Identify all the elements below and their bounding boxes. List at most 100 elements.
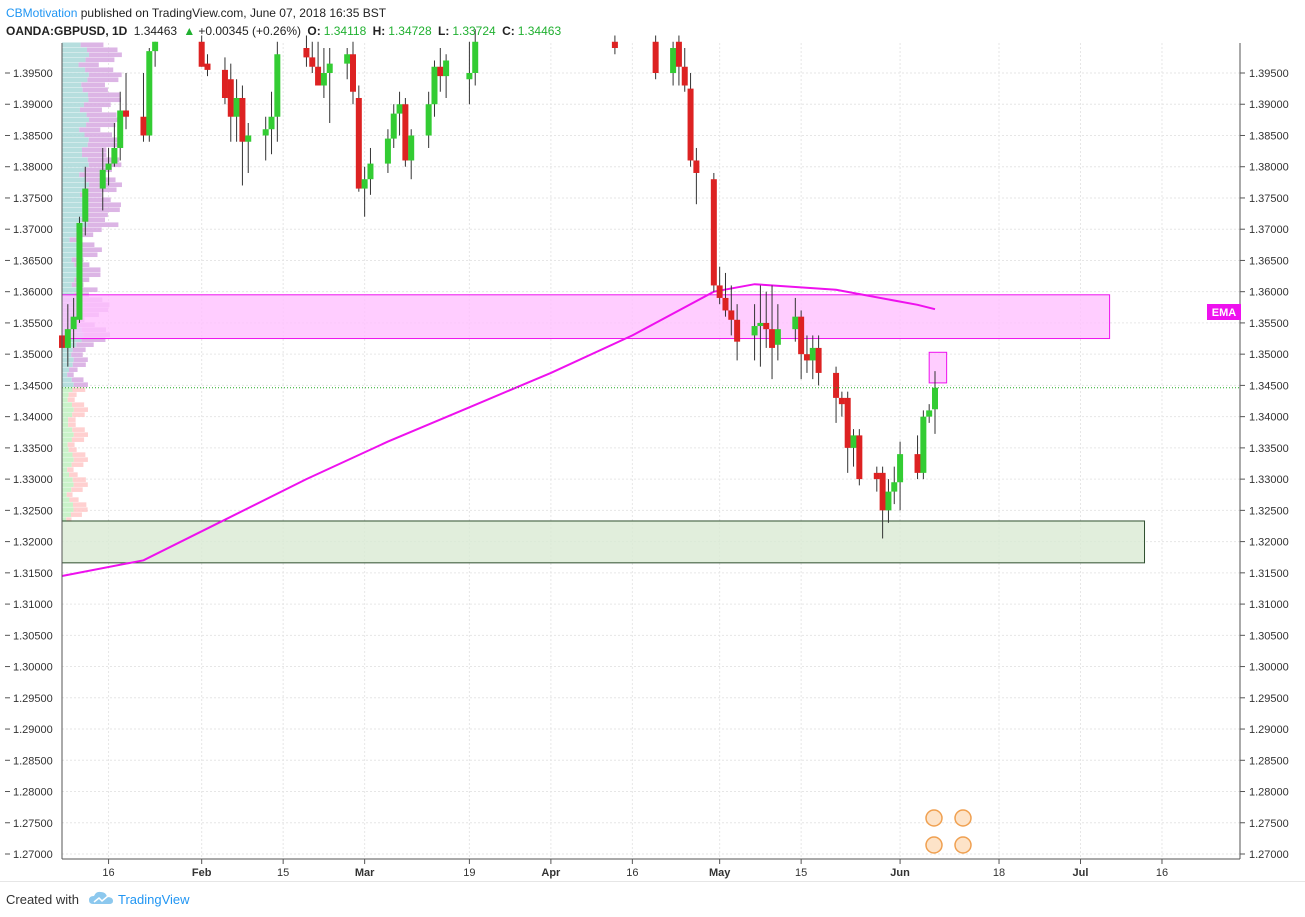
candle-body (105, 163, 112, 170)
y-tick-label-left: 1.36000 (13, 287, 53, 299)
candle-down (198, 35, 205, 67)
profile-bar (69, 497, 79, 502)
profile-bar (72, 362, 86, 367)
candle-up (396, 91, 403, 136)
profile-bar (62, 132, 85, 138)
candle-body (146, 51, 153, 136)
candle-up (76, 216, 83, 323)
candle-body (897, 454, 904, 483)
profile-bar (77, 287, 98, 293)
candle-body (274, 54, 281, 117)
candle-body (466, 73, 473, 80)
y-tick-label-left: 1.37500 (13, 193, 53, 205)
x-tick-label: Apr (541, 867, 561, 879)
tradingview-brand[interactable]: TradingView (118, 892, 190, 907)
candle-up (408, 129, 415, 180)
profile-bar (84, 132, 112, 138)
y-tick-label-right: 1.33000 (1249, 474, 1289, 486)
profile-bar (62, 167, 85, 173)
profile-bar (62, 392, 69, 397)
profile-bar (62, 437, 72, 442)
y-tick-label-right: 1.37000 (1249, 224, 1289, 236)
candle-body (687, 88, 694, 161)
candle-down (140, 73, 147, 142)
close-value: 1.34463 (517, 24, 562, 38)
y-tick-label-right: 1.33500 (1249, 443, 1289, 455)
candle-down (675, 35, 682, 86)
profile-bar (78, 62, 99, 68)
candle-body (245, 135, 252, 142)
ema-badge: EMA (1207, 304, 1241, 320)
author-link[interactable]: CBMotivation (6, 6, 78, 20)
event-flag-icon (954, 809, 972, 827)
y-tick-label-left: 1.33500 (13, 443, 53, 455)
candle-body (722, 297, 729, 311)
profile-bar (81, 147, 107, 153)
candle-up (792, 297, 799, 342)
time-axis[interactable]: 16 Feb 15 Mar 19 Apr 16 May 15 Jun 18 Jul 16 (62, 858, 1240, 879)
profile-bar (83, 197, 111, 203)
profile-bar (62, 347, 73, 352)
x-tick-label: 15 (795, 867, 807, 879)
profile-bar (82, 212, 108, 218)
resistance-zone (61, 294, 1111, 340)
profile-bar (62, 117, 89, 123)
price-chart[interactable]: 1.39500 1.39500 1.39000 1.39000 1.38500 1.385… (0, 0, 1305, 882)
candle-body (926, 410, 933, 417)
profile-bar (62, 92, 89, 98)
chart-header: CBMotivation published on TradingView.co… (6, 4, 564, 40)
profile-bar (86, 122, 116, 128)
y-tick-label-right: 1.38500 (1249, 130, 1289, 142)
profile-bar (62, 62, 79, 68)
candle-body (64, 329, 71, 348)
profile-bar (62, 192, 80, 198)
candle-body (123, 110, 130, 117)
profile-bar (62, 487, 72, 492)
plot-area[interactable] (62, 43, 1240, 859)
profile-bar (62, 377, 72, 382)
profile-bar (67, 467, 74, 472)
y-tick-label-left: 1.29000 (13, 724, 53, 736)
y-tick-label-left: 1.29500 (13, 693, 53, 705)
candle-body (396, 104, 403, 114)
profile-bar (71, 377, 84, 382)
profile-bar (62, 427, 73, 432)
profile-bar (71, 487, 83, 492)
candle-body (70, 316, 77, 330)
profile-bar (62, 267, 80, 273)
candle-down (873, 466, 880, 492)
y-tick-label-right: 1.36000 (1249, 287, 1289, 299)
candle-down (693, 147, 700, 205)
profile-bar (62, 177, 87, 183)
profile-bar (69, 367, 78, 372)
profile-bar (88, 162, 122, 168)
profile-bar (68, 447, 77, 452)
candle-down (402, 97, 409, 167)
profile-bar (62, 102, 84, 108)
candle-up (443, 54, 450, 98)
candle-body (757, 322, 764, 327)
profile-bar (79, 172, 101, 178)
tradingview-cloud-icon[interactable] (88, 890, 114, 908)
candle-body (384, 138, 391, 164)
candle-body (693, 160, 700, 173)
profile-bar (62, 122, 87, 128)
candle-up (926, 404, 933, 423)
candle-down (681, 48, 688, 92)
symbol-label[interactable]: OANDA:GBPUSD, 1D (6, 24, 128, 38)
candle-down (734, 304, 741, 361)
price-axis[interactable]: 1.39500 1.39500 1.39000 1.39000 1.38500 1.385… (5, 43, 1289, 861)
candle-body (76, 222, 83, 320)
y-tick-label-left: 1.35000 (13, 349, 53, 361)
candle-body (803, 354, 810, 361)
profile-bar (79, 247, 102, 253)
profile-bar (62, 197, 84, 203)
candle-down (611, 35, 618, 55)
profile-bar (62, 202, 89, 208)
candle-up (70, 297, 77, 348)
profile-bar (62, 507, 74, 512)
event-flags[interactable] (925, 809, 972, 854)
candle-up (274, 41, 281, 142)
profile-bar (73, 382, 88, 387)
candle-body (268, 116, 275, 130)
